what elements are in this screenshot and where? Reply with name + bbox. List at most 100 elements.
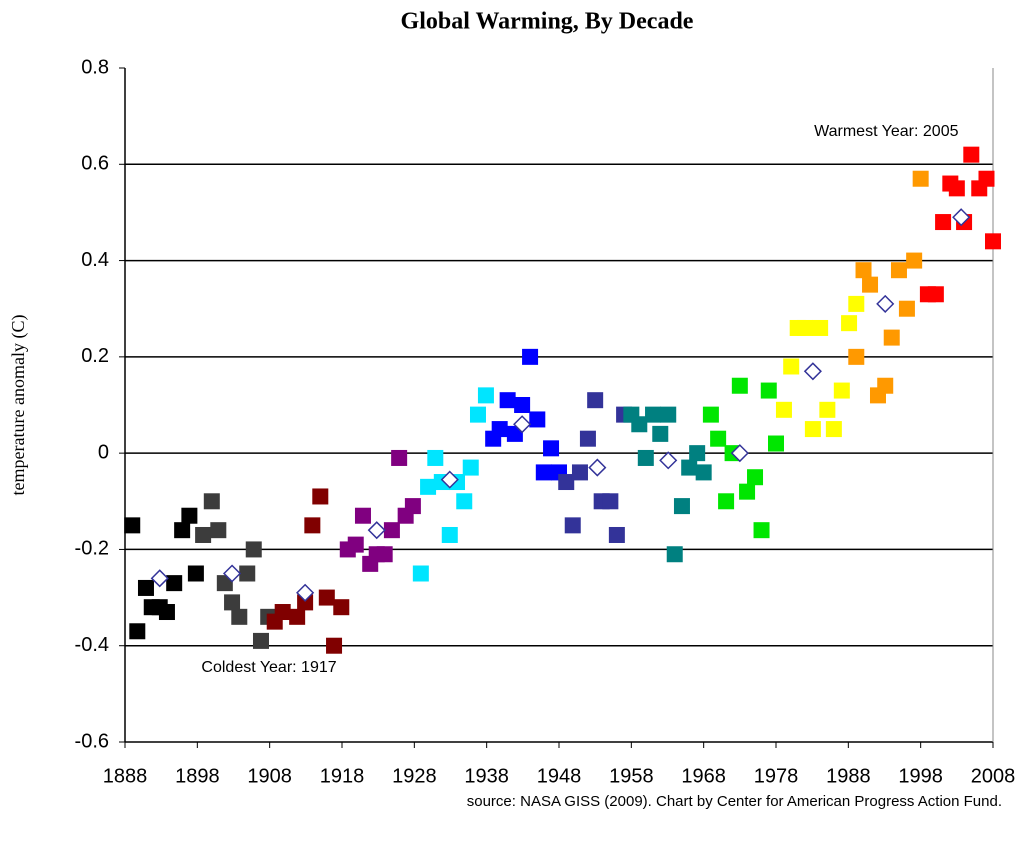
decade-average xyxy=(440,470,459,489)
year-point xyxy=(666,546,683,563)
year-point xyxy=(753,522,770,539)
decade-average xyxy=(513,415,532,434)
year-point xyxy=(456,493,473,510)
year-point xyxy=(841,315,858,332)
year-point xyxy=(681,459,698,476)
year-point xyxy=(906,252,923,269)
year-point xyxy=(602,493,619,510)
year-point xyxy=(462,459,479,476)
y-tick-label: -0.6 xyxy=(75,730,109,752)
year-point xyxy=(760,382,777,399)
decade-average xyxy=(952,208,971,227)
year-point xyxy=(181,507,198,524)
year-point xyxy=(689,445,706,462)
year-point xyxy=(963,146,980,163)
year-point xyxy=(333,599,350,616)
x-tick-label: 1928 xyxy=(392,765,437,787)
decade-average xyxy=(150,569,169,588)
year-point xyxy=(420,478,437,495)
year-point xyxy=(695,464,712,481)
year-point xyxy=(289,608,306,625)
chart-title: Global Warming, By Decade xyxy=(401,9,694,35)
year-point xyxy=(441,526,458,543)
x-tick-label: 1988 xyxy=(826,765,871,787)
year-point xyxy=(804,421,821,438)
x-tick-label: 1978 xyxy=(754,765,799,787)
year-point xyxy=(948,180,965,197)
year-point xyxy=(645,406,662,423)
year-point xyxy=(124,517,141,534)
year-point xyxy=(326,637,343,654)
y-tick-label: 0 xyxy=(98,441,109,463)
year-point xyxy=(274,604,291,621)
year-point xyxy=(187,565,204,582)
year-point xyxy=(660,406,677,423)
x-tick-label: 1918 xyxy=(320,765,365,787)
y-tick-label: -0.2 xyxy=(75,538,109,560)
decade-average xyxy=(296,583,315,602)
decade-average xyxy=(367,521,386,540)
year-point xyxy=(231,608,248,625)
year-point xyxy=(637,449,654,466)
year-point xyxy=(477,387,494,404)
y-tick-label: 0.8 xyxy=(81,56,109,78)
year-point xyxy=(631,416,648,433)
year-point xyxy=(564,517,581,534)
year-point xyxy=(558,474,575,491)
year-point xyxy=(376,546,393,563)
year-point xyxy=(224,594,241,611)
year-point xyxy=(383,522,400,539)
year-point xyxy=(783,358,800,375)
y-tick-label: 0.6 xyxy=(81,153,109,175)
year-point xyxy=(491,421,508,438)
year-point xyxy=(195,526,212,543)
year-point xyxy=(174,522,191,539)
year-point xyxy=(819,401,836,418)
year-point xyxy=(848,295,865,312)
year-point xyxy=(652,425,669,442)
year-point xyxy=(203,493,220,510)
year-point xyxy=(862,276,879,293)
decade-average xyxy=(588,458,607,477)
year-point xyxy=(514,397,531,413)
year-point xyxy=(318,589,335,606)
year-point xyxy=(731,377,748,394)
year-point xyxy=(855,262,872,279)
year-point xyxy=(427,449,444,466)
year-point xyxy=(252,632,269,649)
year-point xyxy=(985,233,1001,250)
year-point xyxy=(935,214,952,231)
year-point xyxy=(587,392,604,409)
year-point xyxy=(137,579,154,596)
year-point xyxy=(608,526,625,543)
year-point xyxy=(579,430,596,447)
year-point xyxy=(245,541,262,558)
decade-average xyxy=(222,564,242,583)
x-tick-label: 1958 xyxy=(609,765,654,787)
year-point xyxy=(978,170,995,187)
year-point xyxy=(812,319,829,336)
year-point xyxy=(898,300,915,317)
y-tick-label: 0.2 xyxy=(81,345,109,367)
annotation: Warmest Year: 2005 xyxy=(814,123,958,140)
year-point xyxy=(129,623,146,640)
year-point xyxy=(702,406,719,423)
y-tick-label: 0.4 xyxy=(81,249,109,271)
x-tick-label: 1968 xyxy=(681,765,726,787)
year-point xyxy=(312,488,329,505)
year-point xyxy=(912,170,929,187)
year-point xyxy=(469,406,486,423)
y-tick-label: -0.4 xyxy=(75,634,109,656)
year-point xyxy=(239,565,256,582)
year-point xyxy=(848,348,865,365)
x-tick-label: 1888 xyxy=(103,765,148,787)
year-point xyxy=(412,565,429,582)
year-point xyxy=(710,430,727,447)
year-point xyxy=(890,262,907,279)
y-axis-label: temperature anomaly (C) xyxy=(8,315,29,496)
year-point xyxy=(571,464,588,481)
x-tick-label: 1998 xyxy=(898,765,943,787)
decade-average xyxy=(659,451,678,470)
year-point xyxy=(210,522,227,539)
year-point xyxy=(739,483,756,500)
